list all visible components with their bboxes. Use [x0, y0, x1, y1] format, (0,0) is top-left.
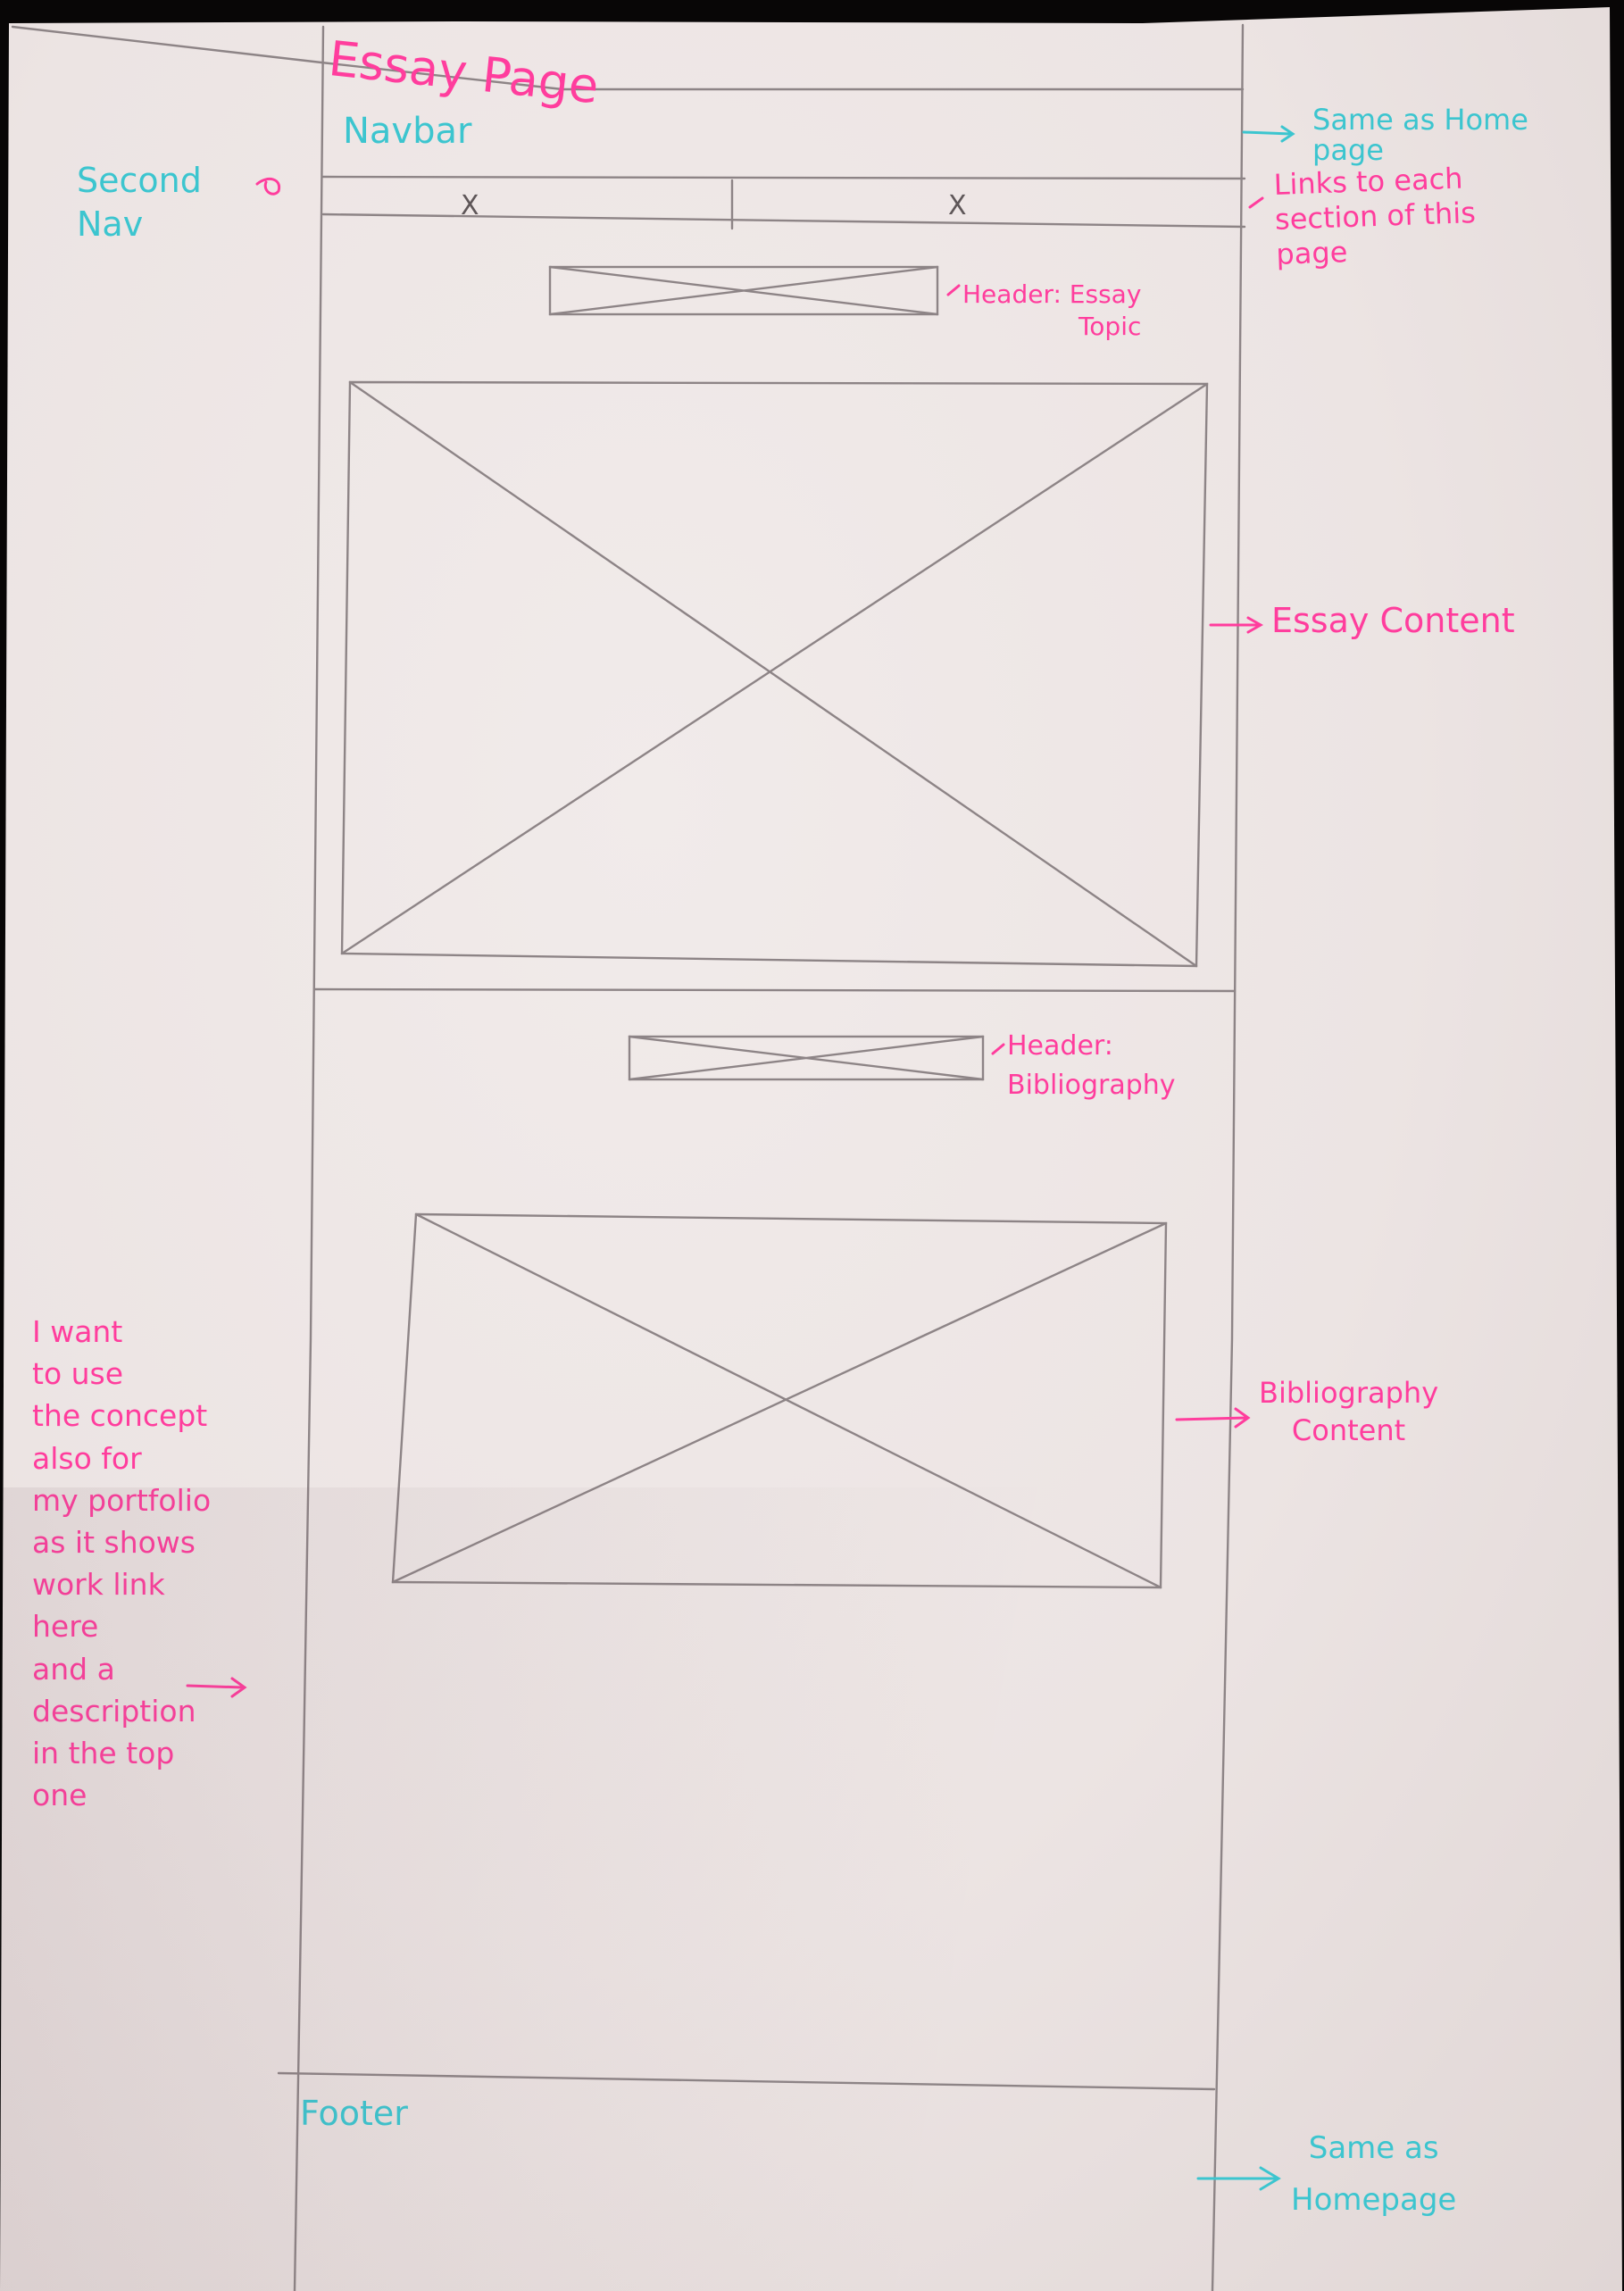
second-nav-label: Second Nav — [77, 161, 202, 245]
essay-header-placeholder — [548, 265, 939, 316]
frame-right-edge — [1211, 23, 1245, 2291]
bibliography-header-note: Header: Bibliography — [1007, 1030, 1176, 1101]
footer-note: Same as Homepage — [1291, 2130, 1457, 2218]
section-divider — [312, 987, 1237, 993]
footer-label: Footer — [300, 2094, 408, 2133]
footer-rule — [277, 2071, 1216, 2091]
bib-header-note-arrow — [991, 1043, 1005, 1055]
bib-content-note-arrow — [1175, 1407, 1251, 1429]
title-rule — [11, 25, 1245, 91]
bibliography-header-placeholder — [628, 1035, 985, 1081]
essay-header-note: Header: Essay Topic — [962, 279, 1142, 342]
footer-note-arrow — [1196, 2166, 1281, 2191]
essay-content-note: Essay Content — [1271, 601, 1515, 640]
essay-header-note-arrow — [946, 284, 961, 296]
second-nav-note-arrow — [1248, 196, 1264, 209]
left-note-arrow — [186, 1677, 247, 1698]
second-nav-pointer — [255, 177, 281, 196]
navbar-rule — [321, 175, 1246, 180]
navbar-note: Same as Home page — [1312, 103, 1528, 167]
bibliography-content-note: Bibliography Content — [1259, 1376, 1439, 1447]
essay-content-note-arrow — [1209, 616, 1264, 634]
navbar-note-arrow — [1242, 125, 1295, 143]
second-nav-link-2[interactable]: X — [948, 190, 967, 221]
second-nav-rule — [321, 212, 1246, 229]
frame-left-edge — [293, 25, 325, 2291]
portfolio-concept-note: I want to use the concept also for my po… — [32, 1314, 212, 1813]
navbar-label: Navbar — [343, 111, 472, 152]
second-nav-note: Links to each section of this page — [1273, 161, 1477, 271]
second-nav-link-1[interactable]: X — [461, 190, 479, 221]
